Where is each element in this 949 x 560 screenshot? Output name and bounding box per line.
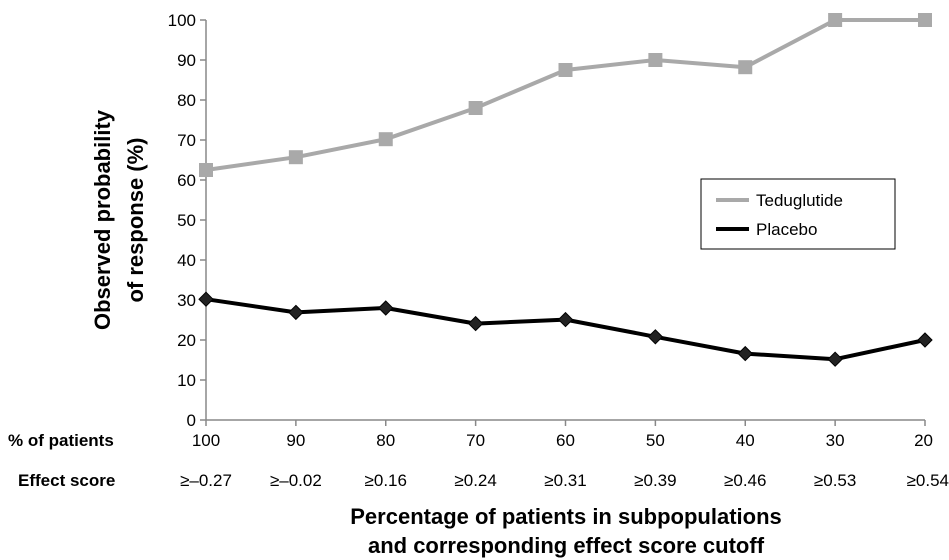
data-point-teduglutide — [648, 53, 663, 67]
effect-score-label: ≥0.24 — [454, 471, 496, 490]
y-tick-label: 10 — [177, 371, 196, 390]
effect-score-label: ≥–0.02 — [270, 471, 322, 490]
data-point-placebo — [378, 300, 394, 316]
y-tick-label: 50 — [177, 211, 196, 230]
y-tick-label: 40 — [177, 251, 196, 270]
series-line-teduglutide — [205, 18, 925, 172]
effect-score-label: ≥0.31 — [544, 471, 586, 490]
x-tick-label: 100 — [192, 431, 220, 450]
y-tick-label: 20 — [177, 331, 196, 350]
x-tick-label: 40 — [736, 431, 755, 450]
x-tick-label: 70 — [466, 431, 485, 450]
effect-score-label: ≥0.16 — [365, 471, 407, 490]
y-axis-title: Observed probability of response (%) — [90, 109, 148, 330]
data-point-placebo — [288, 304, 304, 321]
data-point-teduglutide — [199, 163, 213, 177]
series-layer — [198, 13, 933, 367]
legend: Teduglutide Placebo — [700, 178, 896, 250]
data-point-placebo — [737, 345, 753, 362]
data-point-teduglutide — [558, 63, 573, 77]
x-ticks: 100 ≥–0.27 90 ≥–0.02 80 ≥0.16 70 ≥0.24 60 ≥0.31 50… — [180, 420, 949, 490]
legend-label-placebo: Placebo — [756, 220, 817, 239]
legend-box — [700, 178, 896, 250]
x-axis-title-line1: Percentage of patients in subpopulations — [350, 504, 782, 529]
x-axis-title-line2: and corresponding effect score cutoff — [368, 533, 765, 558]
x-tick-label: 80 — [376, 431, 395, 450]
data-point-teduglutide — [918, 13, 932, 27]
effect-score-label: ≥–0.27 — [180, 471, 232, 490]
data-point-teduglutide — [738, 60, 753, 75]
y-tick-label: 100 — [168, 11, 196, 30]
data-point-placebo — [647, 329, 664, 345]
data-point-teduglutide — [828, 13, 843, 27]
effect-score-label: ≥0.39 — [634, 471, 676, 490]
x-tick-label: 90 — [286, 431, 305, 450]
series-line-placebo — [205, 297, 926, 362]
y-tick-label: 30 — [177, 291, 196, 310]
data-point-teduglutide — [288, 150, 303, 165]
effect-score-label: ≥0.53 — [814, 471, 856, 490]
x-tick-label: 20 — [914, 431, 933, 450]
y-ticks: 0 10 20 30 40 50 60 70 80 90 100 — [168, 11, 206, 430]
data-point-teduglutide — [378, 132, 393, 147]
y-tick-label: 60 — [177, 171, 196, 190]
y-tick-label: 90 — [177, 51, 196, 70]
data-point-placebo — [827, 351, 843, 367]
effect-score-label: ≥0.46 — [724, 471, 766, 490]
data-point-teduglutide — [468, 101, 483, 115]
y-axis-title-line1: Observed probability — [90, 109, 115, 330]
data-point-placebo — [917, 332, 933, 348]
y-axis-title-line2: of response (%) — [123, 137, 148, 302]
legend-label-teduglutide: Teduglutide — [756, 191, 843, 210]
data-point-placebo — [467, 315, 484, 332]
x-tick-label: 60 — [556, 431, 575, 450]
percent-row-label: % of patients — [8, 431, 114, 450]
effect-score-label: ≥0.54 — [907, 471, 949, 490]
data-point-placebo — [557, 311, 574, 328]
data-point-placebo — [198, 291, 214, 307]
x-tick-label: 50 — [646, 431, 665, 450]
y-tick-label: 70 — [177, 131, 196, 150]
effect-row-label: Effect score — [18, 471, 115, 490]
x-tick-label: 30 — [826, 431, 845, 450]
y-tick-label: 0 — [187, 411, 196, 430]
y-tick-label: 80 — [177, 91, 196, 110]
